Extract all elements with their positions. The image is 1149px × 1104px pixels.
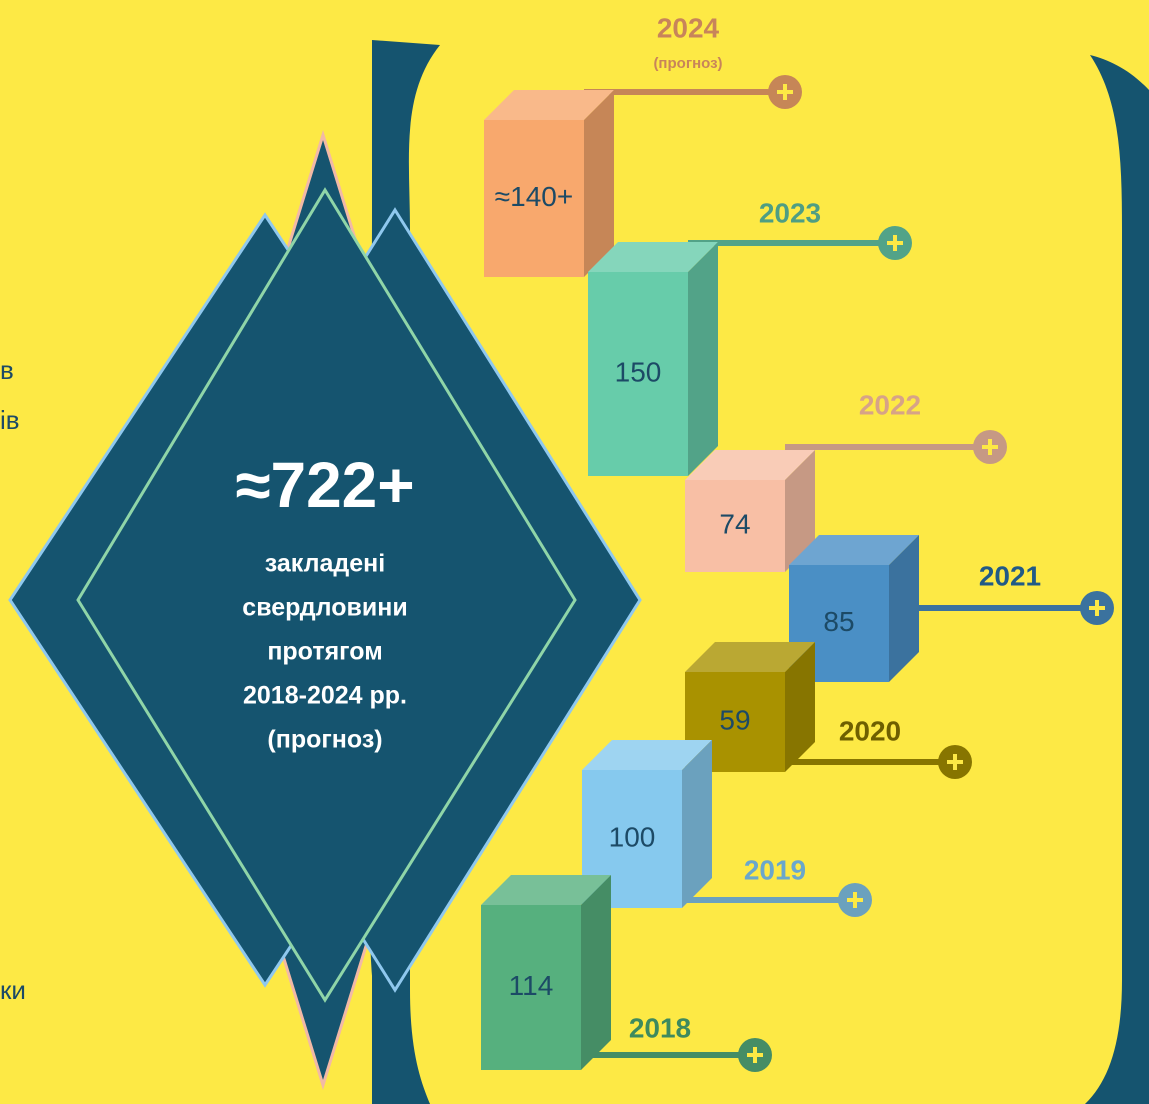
cube-side [581, 875, 611, 1070]
cube-front [685, 480, 785, 572]
year-label: 2021 [979, 560, 1041, 591]
cube-top [789, 535, 919, 565]
cube-count: ≈140+ [495, 181, 573, 212]
cube-top [588, 242, 718, 272]
caption-line: свердловини [242, 594, 407, 622]
cube-side [889, 535, 919, 682]
plus-icon [777, 84, 793, 100]
cube-count: 59 [719, 704, 750, 735]
year-label: 2023 [759, 197, 821, 228]
year-label: 2020 [839, 715, 901, 746]
front-diamond [76, 187, 577, 1003]
plus-icon [982, 439, 998, 455]
cube-side [785, 642, 815, 772]
year-note: (прогноз) [653, 55, 722, 72]
cube-top [582, 740, 712, 770]
cube-count: 114 [509, 970, 554, 1001]
cube-top [481, 875, 611, 905]
cube-side [682, 740, 712, 908]
caption-line: 2018-2024 рр. [243, 682, 407, 710]
plus-icon [747, 1047, 763, 1063]
year-cubes: ≈140+ 2024 (прогноз) 150 2023 74 2022 85 2021 59 2… [481, 12, 1114, 1072]
cube-side [688, 242, 718, 476]
right-bracket [1085, 55, 1149, 1104]
cube-count: 85 [823, 606, 854, 637]
cube-count: 150 [615, 356, 662, 387]
cube-top [484, 90, 614, 120]
cube-front [481, 905, 581, 1070]
cube-front [588, 272, 688, 476]
year-label: 2022 [859, 389, 921, 420]
year-label: 2019 [744, 854, 806, 885]
cube-side [584, 90, 614, 277]
year-label: 2018 [629, 1012, 691, 1043]
caption-line: закладені [265, 550, 385, 578]
caption-line: (прогноз) [267, 726, 382, 754]
total-value: ≈722+ [235, 449, 414, 521]
cube-top [685, 642, 815, 672]
plus-icon [887, 235, 903, 251]
cube-top [685, 450, 815, 480]
cube-count: 74 [719, 508, 750, 539]
plus-icon [1089, 600, 1105, 616]
plus-icon [847, 892, 863, 908]
cube-side [785, 450, 815, 572]
cube-front [484, 120, 584, 277]
text-fragment: в [0, 355, 14, 385]
caption-line: протягом [267, 638, 382, 666]
year-label: 2024 [657, 12, 720, 43]
text-fragment: ки [0, 975, 26, 1005]
plus-icon [947, 754, 963, 770]
text-fragment: ів [0, 405, 20, 435]
cube-count: 100 [609, 821, 656, 852]
